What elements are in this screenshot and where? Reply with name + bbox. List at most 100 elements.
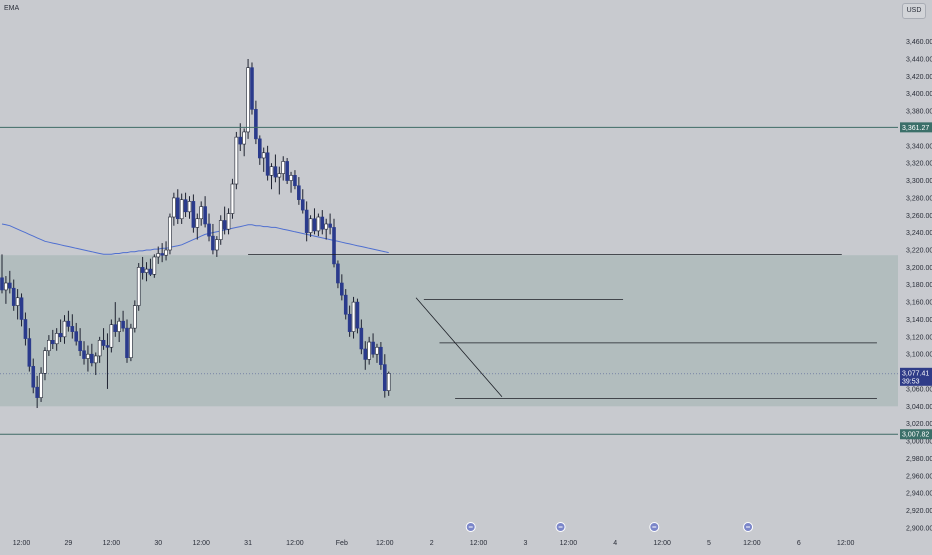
candle: [382, 354, 387, 398]
candle-body-down: [105, 345, 110, 348]
flag-icon[interactable]: [649, 522, 660, 532]
candle: [105, 333, 110, 389]
price-axis[interactable]: [898, 0, 932, 550]
candle: [62, 315, 67, 344]
flag-icon[interactable]: [743, 522, 754, 532]
candle: [50, 329, 55, 349]
candle: [43, 347, 47, 381]
candle: [257, 135, 262, 165]
y-tick-label: 3,440.00: [906, 56, 932, 63]
candle: [47, 335, 51, 356]
candle-body-up: [129, 327, 133, 358]
candle-body-up: [179, 199, 184, 220]
candle-body-down: [207, 223, 211, 237]
candle-body-down: [257, 138, 262, 159]
candle: [343, 289, 348, 320]
y-tick-label: 2,900.00: [906, 525, 932, 532]
x-tick-label: 12:00: [470, 540, 488, 547]
candle: [261, 147, 266, 172]
candle-body-up: [269, 166, 274, 176]
candle: [371, 333, 375, 358]
x-tick-label: 2: [430, 540, 434, 547]
candle-body-down: [293, 175, 297, 187]
x-tick-label: 12:00: [653, 540, 671, 547]
candle-body-up: [62, 320, 67, 338]
candle: [293, 170, 297, 190]
candle: [386, 371, 391, 396]
candle-body-up: [242, 131, 246, 145]
candle-body-up: [351, 301, 356, 332]
candle-body-down: [285, 161, 289, 181]
candle-body-down: [355, 301, 360, 329]
candle-body-down: [340, 282, 344, 296]
candle-body-down: [382, 364, 387, 391]
candle-body-down: [148, 268, 153, 275]
currency-button[interactable]: USD: [902, 3, 926, 19]
candle-body-up: [86, 353, 90, 359]
candle-body-down: [211, 235, 215, 251]
level-price-text: 3,007.82: [902, 432, 929, 439]
y-tick-label: 3,240.00: [906, 230, 932, 237]
candle-body-down: [320, 216, 325, 230]
candle-body-up: [152, 256, 157, 275]
candle: [238, 123, 243, 152]
countdown-text: 39:53: [902, 378, 920, 385]
candle: [15, 289, 20, 320]
candle: [156, 246, 161, 264]
candle-body-down: [0, 277, 4, 291]
candle: [179, 193, 184, 224]
candle-body-down: [336, 263, 340, 284]
candle: [144, 262, 149, 282]
candle-body-down: [82, 350, 86, 359]
candle: [336, 260, 340, 289]
flag-icon[interactable]: [555, 522, 566, 532]
candle: [375, 343, 379, 363]
x-tick-label: 12:00: [743, 540, 761, 547]
candle-body-up: [367, 341, 371, 360]
level-price-badge: [900, 122, 932, 133]
candle-body-up: [133, 305, 137, 329]
candle: [133, 300, 137, 333]
candle: [109, 319, 114, 353]
candle: [86, 345, 90, 372]
candle: [304, 201, 309, 242]
candle: [211, 223, 215, 255]
candle: [0, 254, 4, 294]
candle-body-down: [113, 324, 118, 332]
y-tick-label: 3,420.00: [906, 74, 932, 81]
candle: [254, 100, 258, 145]
candle-body-up: [316, 216, 321, 232]
candle-body-down: [363, 348, 368, 360]
candle: [289, 171, 293, 193]
candle-body-down: [332, 227, 336, 265]
x-tick-label: 12:00: [837, 540, 855, 547]
candle: [269, 163, 274, 190]
candle-body-up: [39, 372, 43, 398]
candle: [273, 154, 278, 183]
candle-body-down: [160, 253, 164, 256]
candle: [152, 254, 157, 278]
candle-body-up: [97, 340, 102, 357]
x-tick-label: 4: [613, 540, 617, 547]
candle-body-down: [58, 333, 63, 338]
candle-body-up: [168, 216, 172, 251]
candle: [74, 322, 79, 346]
x-tick-label: 31: [244, 540, 252, 547]
indicator-legend[interactable]: EMA: [4, 5, 20, 12]
y-tick-label: 3,200.00: [906, 265, 932, 272]
trend-line[interactable]: [415, 297, 503, 398]
y-tick-label: 3,400.00: [906, 91, 932, 98]
candle-body-down: [78, 340, 82, 352]
candle: [324, 218, 328, 240]
candle: [4, 276, 8, 304]
candle-body-down: [175, 197, 180, 220]
flag-icon[interactable]: [465, 522, 476, 532]
x-tick-label: Feb: [336, 540, 348, 547]
candle: [195, 213, 200, 240]
candle-body-down: [183, 199, 188, 213]
candle: [35, 375, 39, 409]
candle: [250, 62, 254, 115]
candle: [203, 196, 207, 228]
